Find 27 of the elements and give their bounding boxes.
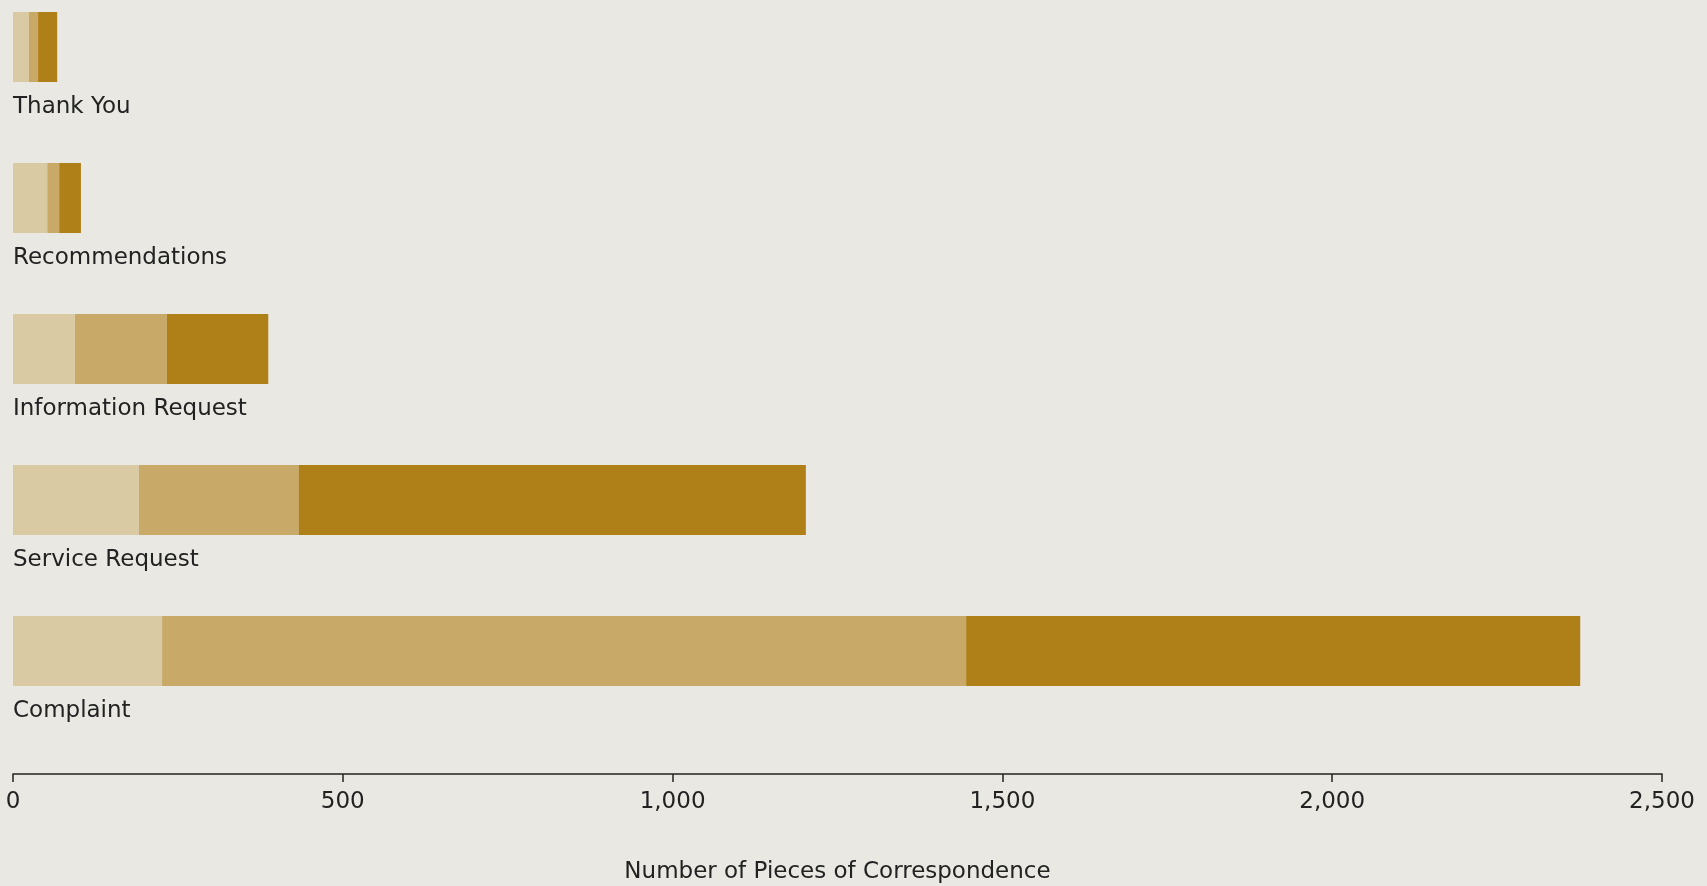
y-tick-label: Recommendations [13,242,228,269]
bar [138,465,299,535]
bar [166,314,269,384]
x-tick-label: 0 [5,786,21,813]
bar [13,12,29,82]
x-axis-title: Number of Pieces of Correspondence [624,856,1051,883]
bar [75,314,167,384]
x-tick-label: 500 [320,786,365,813]
y-tick-label: Information Request [13,393,247,420]
bar [298,465,806,535]
bar [28,12,39,82]
y-tick-label: Complaint [13,695,131,722]
bar [13,616,163,686]
x-tick-label: 1,500 [969,786,1036,813]
bar [59,163,81,233]
bar [162,616,967,686]
x-tick-label: 1,000 [639,786,706,813]
x-tick-label: 2,500 [1629,786,1695,813]
bar [13,465,139,535]
bar [38,12,58,82]
bar [47,163,60,233]
y-tick-label: Service Request [13,544,199,571]
y-tick-label: Thank You [12,91,131,118]
bar [13,163,48,233]
bar [966,616,1581,686]
x-tick-label: 2,000 [1299,786,1366,813]
bar [13,314,75,384]
